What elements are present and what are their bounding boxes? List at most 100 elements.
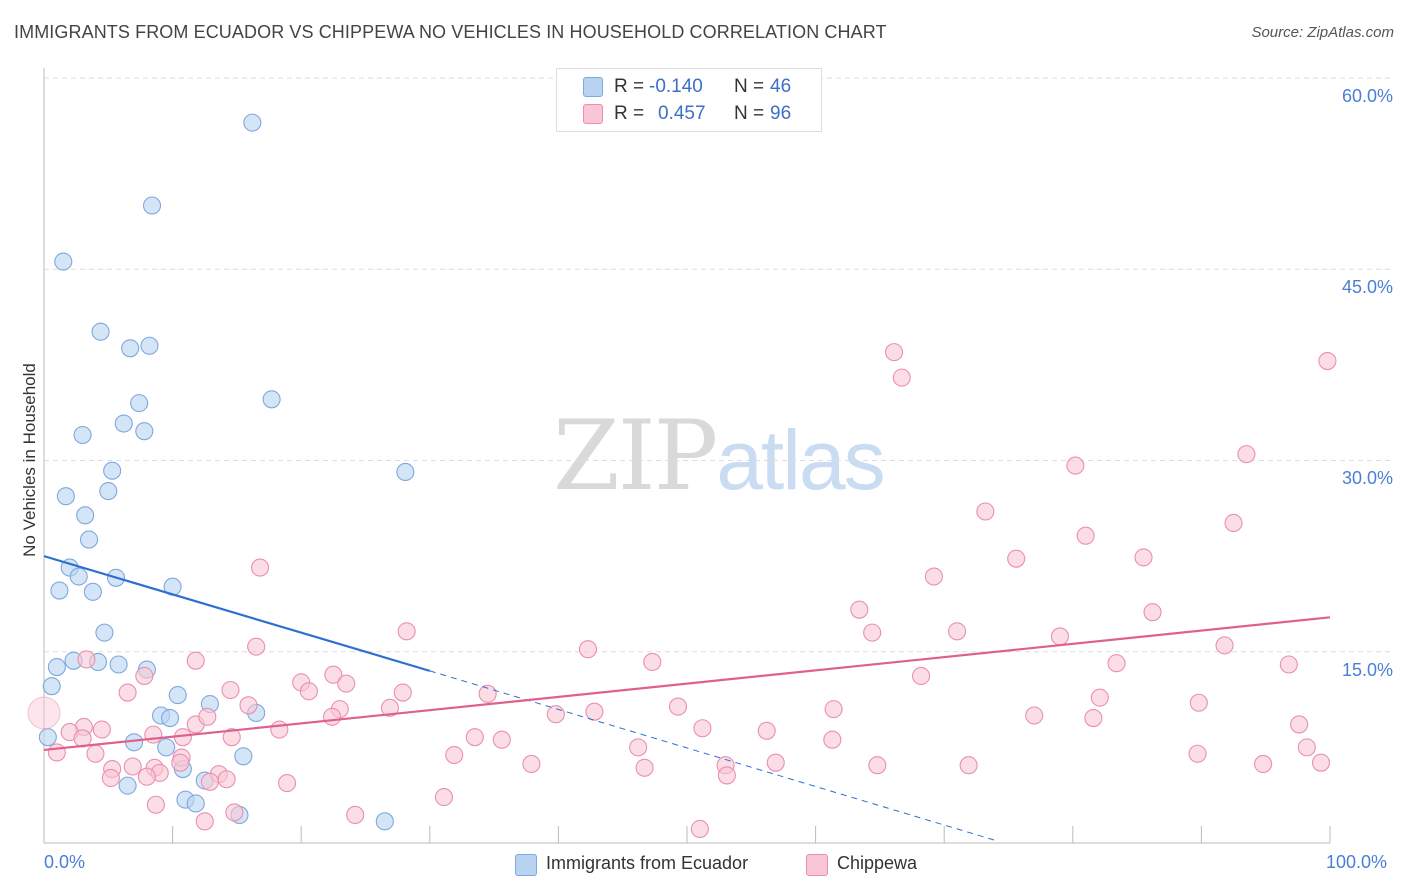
axes xyxy=(43,68,1331,844)
ecuador-point xyxy=(157,738,176,757)
r-value: 0.457 xyxy=(658,103,706,124)
chippewa-point xyxy=(1237,445,1256,464)
chippewa-point xyxy=(884,343,904,362)
chippewa-point xyxy=(578,640,598,659)
chippewa-point xyxy=(135,666,154,686)
r-label: R = xyxy=(614,76,645,97)
chippewa-point xyxy=(766,753,785,772)
chippewa-point xyxy=(144,725,163,744)
chippewa-point xyxy=(200,772,219,791)
chippewa-point xyxy=(690,819,709,839)
chippewa-point xyxy=(924,567,943,586)
chippewa-point xyxy=(635,758,654,777)
ecuador-point xyxy=(168,686,187,705)
ecuador-point xyxy=(47,657,66,677)
chippewa-point xyxy=(77,650,96,669)
chippewa-point xyxy=(1311,753,1331,772)
chippewa-point xyxy=(1076,526,1095,545)
chippewa-point xyxy=(397,622,416,641)
chippewa-point xyxy=(1025,706,1044,725)
ecuador-point xyxy=(69,567,88,586)
ecuador-point xyxy=(375,812,394,831)
chippewa-point xyxy=(1107,654,1126,673)
chippewa-point xyxy=(250,558,270,577)
chippewa-point xyxy=(346,805,365,825)
chippewa-point xyxy=(492,730,511,749)
chippewa-point xyxy=(217,770,236,789)
ecuador-point xyxy=(142,196,162,215)
chippewa-point xyxy=(522,754,541,774)
chippewa-point xyxy=(959,756,978,775)
chippewa-point xyxy=(1143,603,1162,622)
chippewa-point xyxy=(1188,744,1207,763)
chippewa-point xyxy=(478,684,497,703)
y-tick-label: 30.0% xyxy=(1341,468,1393,488)
legend-label: Chippewa xyxy=(837,853,918,873)
chippewa-point xyxy=(585,702,604,721)
ecuador-point xyxy=(38,728,57,747)
ecuador-swatch xyxy=(583,77,603,97)
chippewa-point xyxy=(324,665,343,684)
chippewa-point xyxy=(850,600,869,619)
chippewa-point xyxy=(863,623,882,642)
ecuador-point xyxy=(50,581,69,600)
chippewa-point xyxy=(1279,655,1298,674)
chippewa-point xyxy=(1215,636,1234,655)
ecuador-point xyxy=(130,394,149,413)
chippewa-point xyxy=(337,674,356,693)
chippewa-point xyxy=(693,719,712,738)
r-value: -0.140 xyxy=(649,76,703,97)
ecuador-point xyxy=(396,462,415,482)
ecuador-point xyxy=(103,461,122,480)
chippewa-point xyxy=(1050,627,1069,646)
chippewa-point xyxy=(976,502,995,521)
chippewa-point xyxy=(380,698,399,717)
chippewa-point xyxy=(824,700,843,719)
ecuador-point xyxy=(73,425,92,445)
ecuador-point xyxy=(135,422,154,441)
chippewa-point xyxy=(868,756,887,775)
chippewa-swatch xyxy=(583,104,603,124)
ecuador-point xyxy=(79,530,99,549)
chippewa-point xyxy=(668,697,688,716)
ecuador-legend-swatch xyxy=(515,854,537,876)
chippewa-point xyxy=(47,743,66,762)
data-points xyxy=(27,113,1337,839)
y-tick-label: 60.0% xyxy=(1341,86,1393,106)
chippewa-point xyxy=(629,738,648,757)
chippewa-point xyxy=(195,812,214,831)
ecuador-point xyxy=(114,414,133,433)
y-tick-label: 45.0% xyxy=(1341,277,1393,297)
chippewa-point xyxy=(171,753,190,772)
chippewa-point xyxy=(717,766,736,785)
chippewa-point xyxy=(1297,738,1316,757)
ecuador-point xyxy=(56,487,75,506)
chippewa-point xyxy=(101,768,120,788)
ecuador-point xyxy=(118,776,137,795)
y-tick-label: 15.0% xyxy=(1341,660,1393,680)
chippewa-point xyxy=(27,696,61,730)
chippewa-point xyxy=(299,682,318,701)
chippewa-point xyxy=(1066,456,1085,475)
chippewa-point xyxy=(445,745,464,765)
ecuador-point xyxy=(234,747,253,766)
ecuador-point xyxy=(91,322,110,341)
ecuador-point xyxy=(109,655,128,674)
ecuador-point xyxy=(95,623,114,642)
ecuador-point xyxy=(42,677,61,696)
chippewa-point xyxy=(912,666,931,686)
chippewa-point xyxy=(278,774,297,793)
chippewa-point xyxy=(270,720,289,739)
chippewa-point xyxy=(643,652,662,672)
ecuador-point xyxy=(54,252,73,271)
ecuador-point xyxy=(83,582,102,601)
chippewa-point xyxy=(948,622,967,641)
chippewa-point xyxy=(1254,754,1273,774)
chippewa-point xyxy=(1007,549,1026,568)
chippewa-point xyxy=(137,767,156,786)
chippewa-point xyxy=(86,744,105,763)
ecuador-point xyxy=(121,339,140,358)
chippewa-point xyxy=(146,795,165,814)
chippewa-point xyxy=(186,651,205,670)
